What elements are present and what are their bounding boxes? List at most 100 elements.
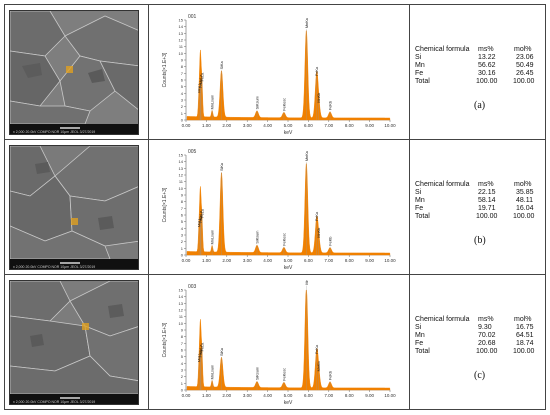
x-tick-label: 8.00 — [345, 393, 354, 398]
peak-label: FeLl — [199, 350, 203, 358]
peak-label: FeKa — [315, 211, 319, 221]
divider — [409, 140, 410, 274]
x-tick-label: 5.00 — [284, 123, 293, 128]
y-tick-label: 5 — [181, 84, 184, 89]
x-tick-label: 1.00 — [202, 123, 211, 128]
peak-label: FeLl — [199, 80, 203, 88]
sem-image: x 2,000 20.0kV COMPO NOR 10μm JEOL 3/27/… — [9, 10, 139, 135]
y-tick-label: 11 — [179, 44, 184, 49]
peak-label: SiKa — [220, 162, 224, 171]
x-axis-label: keV — [284, 400, 293, 405]
x-tick-label: 7.00 — [324, 258, 333, 263]
y-tick-label: 13 — [179, 301, 184, 306]
peak-label: MnLa — [199, 74, 203, 84]
table-cell: Fe — [415, 70, 424, 77]
table-cell: 100.00 — [513, 78, 535, 85]
x-tick-label: 4.00 — [263, 123, 272, 128]
peak-label: MnLl — [198, 219, 202, 227]
y-tick-label: 15 — [179, 153, 184, 158]
y-tick-label: 8 — [181, 64, 184, 69]
y-tick-label: 3 — [181, 233, 184, 238]
composition-table: Chemical formula ms% mol% Si 22.15 35.85… — [410, 140, 545, 275]
peak-label: FeLa — [200, 342, 204, 352]
spectrum-area — [186, 289, 391, 391]
divider — [409, 5, 410, 139]
table-cell: 9.30 — [478, 324, 492, 331]
x-tick-label: 0.00 — [182, 123, 191, 128]
table-header-ms: ms% — [478, 181, 494, 188]
peak-label: MnLa — [199, 210, 203, 220]
y-tick-label: 12 — [179, 173, 184, 178]
table-cell: 100.00 — [476, 213, 498, 220]
x-tick-label: 2.00 — [222, 393, 231, 398]
x-tick-label: 7.00 — [324, 123, 333, 128]
table-cell: 50.49 — [516, 62, 534, 69]
x-tick-label: 4.00 — [263, 393, 272, 398]
eds-spectrum: 0 1 2 3 4 5 6 7 8 9 10 11 12 13 14 15 0.00 1.00 2.00 3.00 4.… — [160, 274, 400, 406]
peak-label: SiKsum — [255, 96, 259, 109]
y-tick-label: 4 — [181, 361, 184, 366]
table-cell: Fe — [415, 205, 424, 212]
x-tick-label: 0.00 — [182, 393, 191, 398]
peak-label: FeKa — [315, 66, 319, 76]
peak-label: SiKsum — [255, 367, 259, 380]
peak-label: FeKb — [329, 371, 333, 380]
y-tick-label: 4 — [181, 226, 184, 231]
table-cell: 20.68 — [478, 340, 496, 347]
y-tick-label: 9 — [181, 193, 184, 198]
x-tick-label: 1.00 — [202, 258, 211, 263]
x-tick-label: 3.00 — [243, 393, 252, 398]
y-tick-label: 10 — [179, 51, 184, 56]
table-cell: 48.11 — [516, 197, 533, 204]
spectrum-area — [186, 30, 391, 121]
x-tick-label: 2.00 — [222, 258, 231, 263]
x-tick-label: 6.00 — [304, 123, 313, 128]
divider — [409, 275, 410, 410]
peak-label: MnKb — [317, 361, 321, 371]
table-cell: 70.02 — [478, 332, 496, 339]
y-axis-label: Counts[×1.E+3] — [162, 187, 168, 222]
y-tick-label: 15 — [179, 18, 184, 23]
y-tick-label: 3 — [181, 98, 184, 103]
table-cell: 18.74 — [516, 340, 534, 347]
y-tick-label: 4 — [181, 91, 184, 96]
panel-label: (c) — [474, 370, 486, 381]
table-cell: 58.14 — [478, 197, 496, 204]
panel-label: (b) — [474, 235, 486, 246]
table-cell: 23.06 — [516, 54, 534, 61]
y-tick-label: 3 — [181, 368, 184, 373]
table-cell: Si — [415, 189, 422, 196]
peak-label: MnLl — [198, 354, 202, 362]
y-tick-label: 8 — [181, 334, 184, 339]
spectrum-id: 005 — [188, 149, 197, 155]
y-axis-label: Counts[×1.E+3] — [162, 322, 168, 357]
composition-table: Chemical formula ms% mol% Si 13.22 23.06… — [410, 5, 545, 140]
table-header-formula: Chemical formula — [415, 181, 470, 188]
y-tick-label: 7 — [181, 341, 184, 346]
x-tick-label: 3.00 — [243, 123, 252, 128]
y-tick-label: 11 — [179, 179, 184, 184]
table-header-mol: mol% — [514, 181, 532, 188]
peak-label: FeKb — [329, 101, 333, 110]
peak-label: FeKb — [329, 237, 333, 246]
divider — [148, 275, 149, 410]
x-tick-label: 7.00 — [324, 393, 333, 398]
table-cell: 100.00 — [476, 348, 498, 355]
table-header-mol: mol% — [514, 46, 532, 53]
table-cell: Mn — [415, 332, 425, 339]
row-c: x 2,000 20.0kV COMPO NOR 10μm JEOL 3/27/… — [5, 274, 545, 410]
table-cell: Total — [415, 213, 430, 220]
peak-label: FeLl — [199, 215, 203, 223]
peak-label: SiKa — [220, 347, 224, 356]
x-tick-label: 10.00 — [384, 123, 396, 128]
y-tick-label: 15 — [179, 288, 184, 293]
y-tick-label: 2 — [181, 239, 184, 244]
x-tick-label: 9.00 — [365, 258, 374, 263]
y-tick-label: 7 — [181, 71, 184, 76]
peak-label: MnLl — [198, 84, 202, 92]
table-cell: 100.00 — [476, 78, 498, 85]
spectrum-id: 003 — [188, 284, 197, 290]
panel-label: (a) — [474, 100, 486, 111]
table-cell: 16.75 — [516, 324, 534, 331]
